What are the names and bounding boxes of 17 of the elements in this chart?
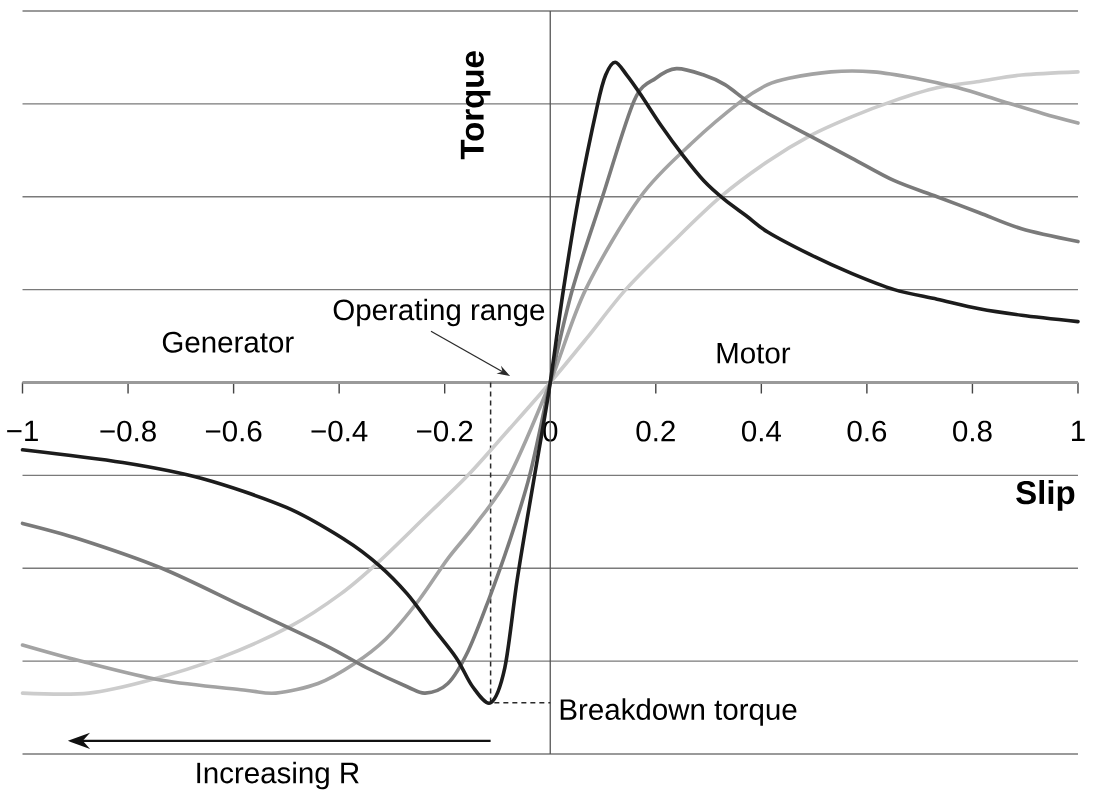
x-tick-label: 0.8	[953, 420, 992, 442]
x-tick-label: −0.4	[311, 420, 368, 442]
text: Increasing R	[197, 761, 359, 790]
annotation: Breakdown torque	[560, 698, 797, 726]
x-tick-label: −0.8	[100, 420, 156, 442]
x-tick-label: −1	[7, 420, 38, 441]
x-axis-title: Slip	[1016, 480, 1075, 511]
x-tick-label: −0.6	[205, 420, 262, 442]
annotation: Operating range	[333, 298, 545, 327]
x-tick-label: −0.2	[417, 420, 473, 442]
annotation: Generator	[162, 331, 294, 353]
x-tick-label: 0.2	[636, 420, 675, 442]
x-tick-label: 0.4	[741, 420, 781, 442]
x-tick-label: 1	[1072, 420, 1085, 441]
y-axis-title: Torque	[460, 51, 491, 160]
x-tick-label: 0.6	[847, 420, 887, 442]
annotation: Motor	[717, 342, 791, 364]
